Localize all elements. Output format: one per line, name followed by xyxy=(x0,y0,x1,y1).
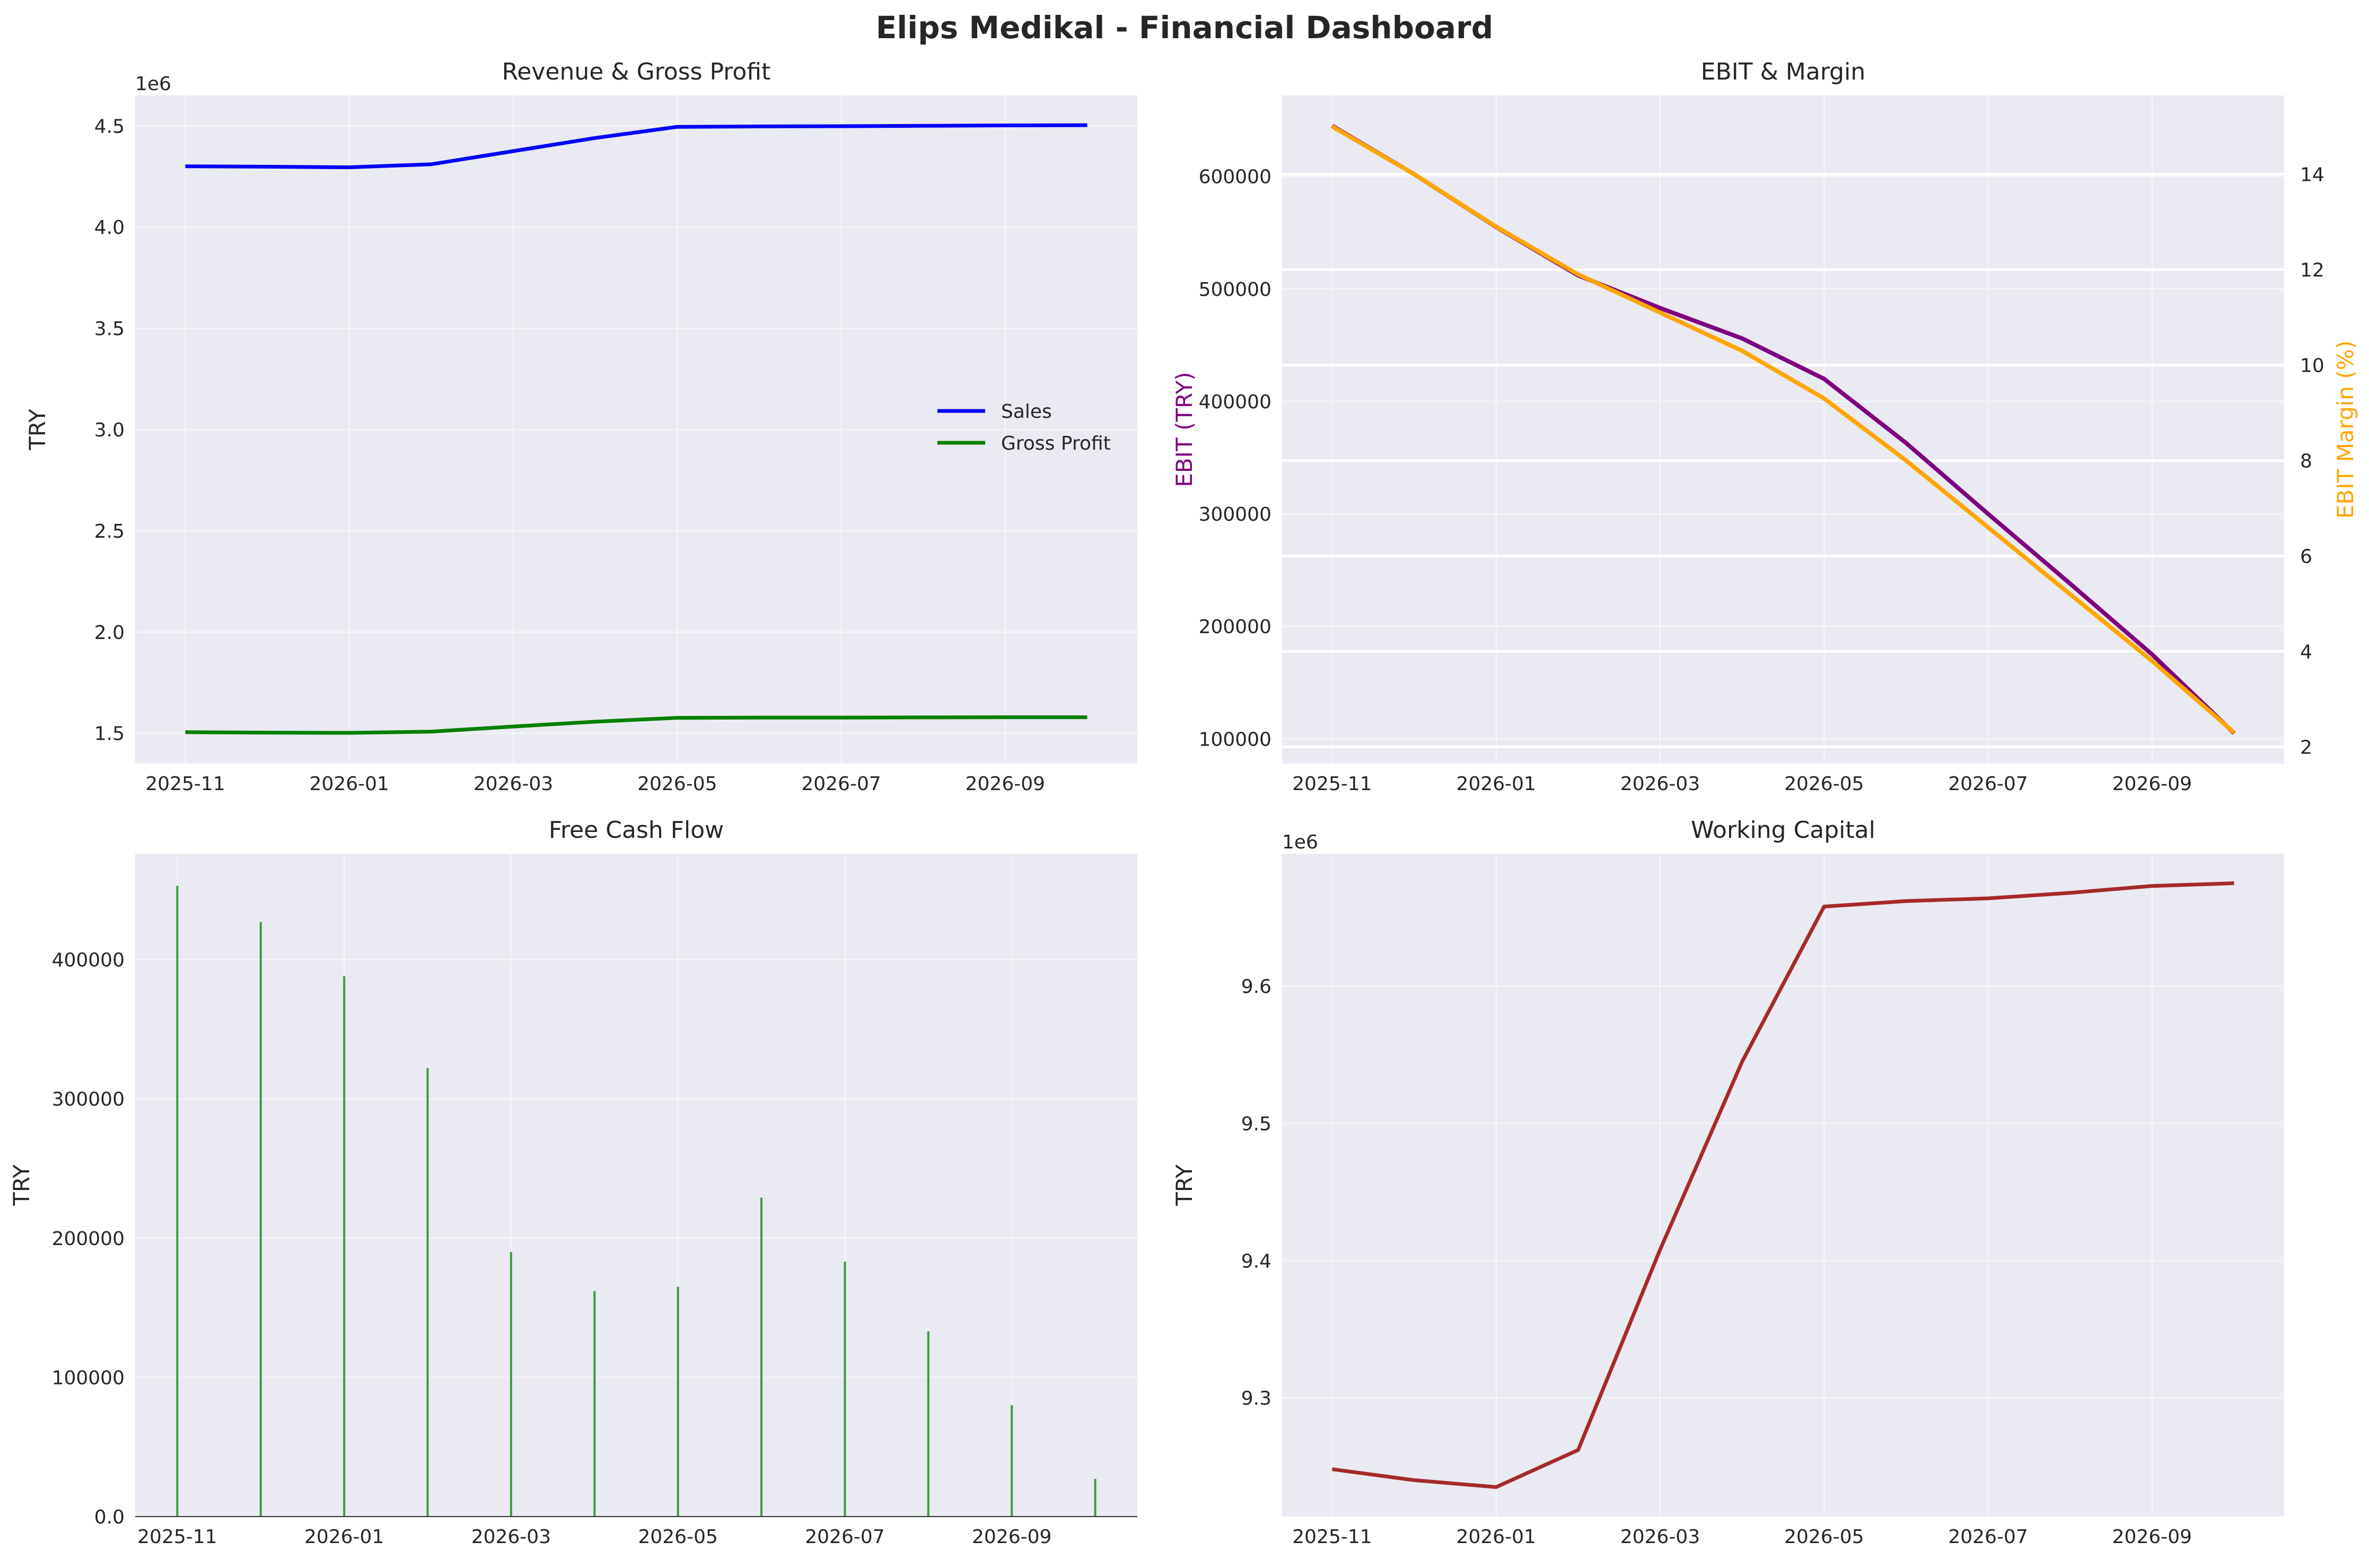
plot-area xyxy=(1282,95,2284,764)
plot-area xyxy=(1282,854,2284,1517)
legend-label: Gross Profit xyxy=(1001,433,1111,454)
x-tick-label: 2026-09 xyxy=(972,1526,1051,1548)
x-tick-label: 2026-03 xyxy=(1620,1526,1700,1548)
y-tick-label: 1.5 xyxy=(94,723,125,745)
series-line-sales xyxy=(185,123,1087,169)
y-tick-label: 9.3 xyxy=(1241,1388,1271,1409)
y-axis-label: TRY xyxy=(24,409,50,451)
x-tick-label: 2026-05 xyxy=(1784,1526,1864,1548)
plot-area xyxy=(135,854,1137,1517)
x-tick-label: 2026-01 xyxy=(1457,773,1536,795)
chart-panel-3: 2025-11 2026-01 2026-03 2026-05 2026-07 2026-… xyxy=(8,817,1137,1548)
legend: Sales Gross Profit xyxy=(937,401,1111,454)
y-tick-label: 500000 xyxy=(1199,279,1271,301)
x-tick-label: 2026-07 xyxy=(801,773,881,795)
y-tick-label: 300000 xyxy=(1199,504,1271,525)
fcf-bar xyxy=(343,976,346,1517)
y-tick-label: 9.4 xyxy=(1241,1250,1271,1272)
fcf-bar xyxy=(426,1068,429,1517)
x-tick-label: 2026-07 xyxy=(1948,1526,2028,1548)
y-tick-label: 3.5 xyxy=(94,318,125,340)
x-tick-label: 2026-09 xyxy=(2112,1526,2192,1548)
x-tick-label: 2025-11 xyxy=(1292,773,1372,795)
x-tick-label: 2026-05 xyxy=(1784,773,1864,795)
fcf-bar xyxy=(677,1286,679,1517)
x-tick-label: 2025-11 xyxy=(145,773,225,795)
x-tick-label: 2026-07 xyxy=(1948,773,2028,795)
y-tick-label: 400000 xyxy=(52,950,125,971)
y-tick-label: 3.0 xyxy=(94,419,125,441)
y-right-tick-label: 10 xyxy=(2300,355,2324,377)
y-offset-label: 1e6 xyxy=(135,73,171,95)
x-tick-label: 2026-01 xyxy=(304,1526,384,1548)
y-right-tick-label: 14 xyxy=(2300,164,2324,186)
dashboard-title: Elips Medikal - Financial Dashboard xyxy=(876,10,1494,46)
x-tick-label: 2026-07 xyxy=(805,1526,884,1548)
y-right-axis-label: EBIT Margin (%) xyxy=(2332,340,2358,519)
legend-label: Sales xyxy=(1001,401,1052,423)
chart-panel-2: 2025-11 2026-01 2026-03 2026-05 2026-07 2026-… xyxy=(1171,58,2358,795)
y-tick-label: 100000 xyxy=(1199,729,1271,750)
y-tick-label: 400000 xyxy=(1199,391,1271,413)
x-tick-label: 2025-11 xyxy=(137,1526,217,1548)
chart-title: Working Capital xyxy=(1691,817,1875,844)
x-tick-label: 2025-11 xyxy=(1292,1526,1372,1548)
fcf-bar xyxy=(259,922,262,1517)
x-tick-label: 2026-09 xyxy=(966,773,1045,795)
fcf-bar xyxy=(927,1331,929,1517)
y-tick-label: 600000 xyxy=(1199,167,1271,188)
series-line-gross-profit xyxy=(185,715,1087,735)
y-tick-label: 0.0 xyxy=(94,1506,125,1528)
fcf-bar xyxy=(176,886,179,1517)
y-tick-label: 200000 xyxy=(1199,616,1271,638)
fcf-bar xyxy=(1094,1479,1096,1517)
x-tick-label: 2026-05 xyxy=(637,773,717,795)
x-tick-label: 2026-01 xyxy=(1457,1526,1536,1548)
fcf-bar xyxy=(510,1252,512,1517)
x-tick-label: 2026-01 xyxy=(310,773,389,795)
chart-panel-4: 2025-11 2026-01 2026-03 2026-05 2026-07 2026-… xyxy=(1171,817,2284,1548)
chart-panel-1: 2025-11 2026-01 2026-03 2026-05 2026-07 2026-… xyxy=(24,58,1137,795)
series-line-ebit-margin xyxy=(1331,125,2236,734)
fcf-bar xyxy=(593,1291,596,1517)
x-tick-label: 2026-03 xyxy=(473,773,553,795)
x-tick-label: 2026-09 xyxy=(2112,773,2192,795)
y-tick-label: 9.5 xyxy=(1241,1114,1271,1135)
y-tick-label: 300000 xyxy=(52,1089,125,1110)
y-right-tick-label: 12 xyxy=(2300,260,2324,282)
series-line-working-capital xyxy=(1332,881,2234,1489)
y-right-tick-label: 2 xyxy=(2300,737,2312,759)
y-tick-label: 2.5 xyxy=(94,521,125,542)
x-tick-label: 2026-05 xyxy=(638,1526,717,1548)
chart-title: Free Cash Flow xyxy=(549,817,724,844)
y-offset-label: 1e6 xyxy=(1282,831,1318,853)
y-axis-label: EBIT (TRY) xyxy=(1171,372,1197,487)
y-tick-label: 4.0 xyxy=(94,217,125,239)
chart-title: EBIT & Margin xyxy=(1701,58,1865,85)
chart-title: Revenue & Gross Profit xyxy=(502,58,771,85)
y-right-tick-label: 6 xyxy=(2300,546,2312,568)
fcf-bar xyxy=(844,1262,846,1517)
y-tick-label: 9.6 xyxy=(1241,976,1271,998)
y-axis-label: TRY xyxy=(8,1164,34,1206)
y-axis-label: TRY xyxy=(1171,1164,1197,1206)
fcf-bar xyxy=(760,1197,763,1517)
y-tick-label: 100000 xyxy=(52,1367,125,1389)
fcf-bar xyxy=(1011,1405,1013,1517)
y-right-tick-label: 4 xyxy=(2300,642,2312,663)
x-tick-label: 2026-03 xyxy=(471,1526,551,1548)
x-tick-label: 2026-03 xyxy=(1620,773,1700,795)
y-tick-label: 2.0 xyxy=(94,622,125,644)
y-tick-label: 200000 xyxy=(52,1228,125,1250)
charts-area: 2025-11 2026-01 2026-03 2026-05 2026-07 2026-… xyxy=(8,58,2358,1548)
y-tick-label: 4.5 xyxy=(94,116,125,137)
y-right-tick-label: 8 xyxy=(2300,451,2312,472)
